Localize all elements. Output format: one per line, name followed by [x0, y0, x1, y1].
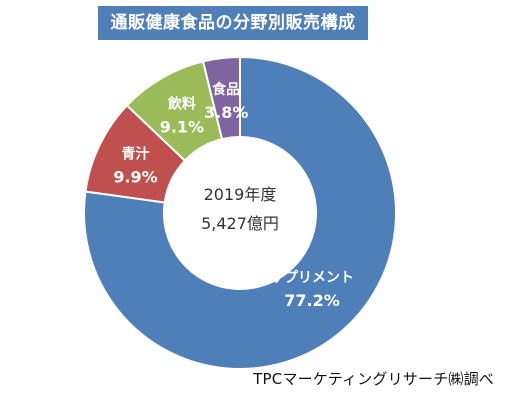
slice-3 — [201, 55, 241, 141]
slice-label-2: 飲料 — [167, 96, 196, 113]
slice-label-0: サプリメント — [270, 270, 354, 286]
slice-value-2: 9.1% — [160, 118, 204, 137]
center-label: 2019年度 5,427億円 — [180, 180, 300, 238]
source-credit: TPCマーケティングリサーチ㈱調べ — [253, 370, 494, 388]
center-label-total: 5,427億円 — [201, 214, 279, 233]
slice-value-1: 9.9% — [113, 168, 157, 187]
chart-title: 通販健康食品の分野別販売構成 — [98, 6, 368, 40]
slice-label-1: 青汁 — [122, 146, 150, 163]
center-label-year: 2019年度 — [203, 185, 277, 204]
slice-label-3: 食品 — [212, 81, 240, 98]
slice-value-0: 77.2% — [284, 291, 340, 310]
slice-value-3: 3.8% — [204, 103, 248, 122]
slice-0 — [83, 55, 397, 370]
